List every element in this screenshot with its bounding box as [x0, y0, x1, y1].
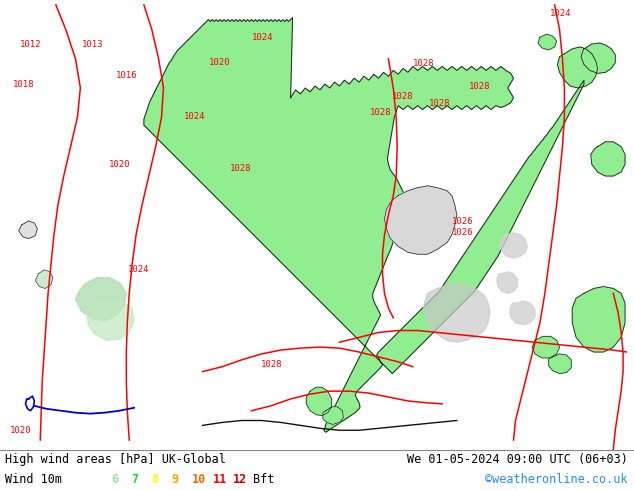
- Text: 12: 12: [233, 473, 247, 487]
- Text: 1028: 1028: [230, 164, 252, 173]
- Text: 1028: 1028: [429, 99, 450, 108]
- Polygon shape: [573, 287, 625, 352]
- Text: ©weatheronline.co.uk: ©weatheronline.co.uk: [485, 473, 628, 487]
- Polygon shape: [532, 337, 560, 358]
- Text: 1020: 1020: [109, 160, 131, 169]
- Polygon shape: [557, 47, 598, 88]
- Polygon shape: [549, 354, 571, 373]
- Text: 1016: 1016: [115, 71, 137, 80]
- Text: We 01-05-2024 09:00 UTC (06+03): We 01-05-2024 09:00 UTC (06+03): [407, 453, 628, 466]
- Text: 1020: 1020: [209, 58, 230, 68]
- Text: Bft: Bft: [253, 473, 275, 487]
- Text: 1024: 1024: [252, 33, 273, 42]
- Text: 1018: 1018: [13, 80, 35, 89]
- Polygon shape: [581, 43, 615, 74]
- Polygon shape: [75, 278, 126, 321]
- Text: 1028: 1028: [413, 59, 434, 69]
- Text: High wind areas [hPa] UK-Global: High wind areas [hPa] UK-Global: [5, 453, 226, 466]
- Text: 1012: 1012: [20, 41, 41, 49]
- Text: 1013: 1013: [81, 41, 103, 49]
- Text: 1024: 1024: [184, 112, 205, 121]
- Text: 10: 10: [192, 473, 206, 487]
- Text: 1028: 1028: [391, 92, 413, 101]
- Text: Wind 10m: Wind 10m: [5, 473, 62, 487]
- Text: 11: 11: [212, 473, 226, 487]
- Polygon shape: [510, 301, 535, 325]
- Polygon shape: [323, 407, 344, 424]
- Text: 8: 8: [152, 473, 158, 487]
- Polygon shape: [497, 272, 517, 294]
- Polygon shape: [144, 18, 584, 432]
- Text: 1028: 1028: [261, 360, 283, 369]
- Polygon shape: [591, 142, 625, 176]
- Text: 1026: 1026: [452, 228, 474, 237]
- Text: 9: 9: [172, 473, 179, 487]
- Polygon shape: [424, 284, 490, 342]
- Polygon shape: [19, 221, 37, 239]
- Text: 6: 6: [111, 473, 118, 487]
- Polygon shape: [384, 186, 457, 254]
- Text: 1026: 1026: [452, 217, 474, 226]
- Polygon shape: [500, 233, 527, 258]
- Polygon shape: [36, 270, 53, 289]
- Text: 1028: 1028: [469, 82, 490, 91]
- Polygon shape: [306, 387, 332, 416]
- Text: 1028: 1028: [370, 108, 391, 117]
- Text: 7: 7: [131, 473, 138, 487]
- Polygon shape: [538, 34, 557, 50]
- Polygon shape: [87, 299, 134, 340]
- Text: 1020: 1020: [10, 426, 32, 436]
- Text: 1024: 1024: [550, 9, 571, 18]
- Text: 1024: 1024: [128, 266, 150, 274]
